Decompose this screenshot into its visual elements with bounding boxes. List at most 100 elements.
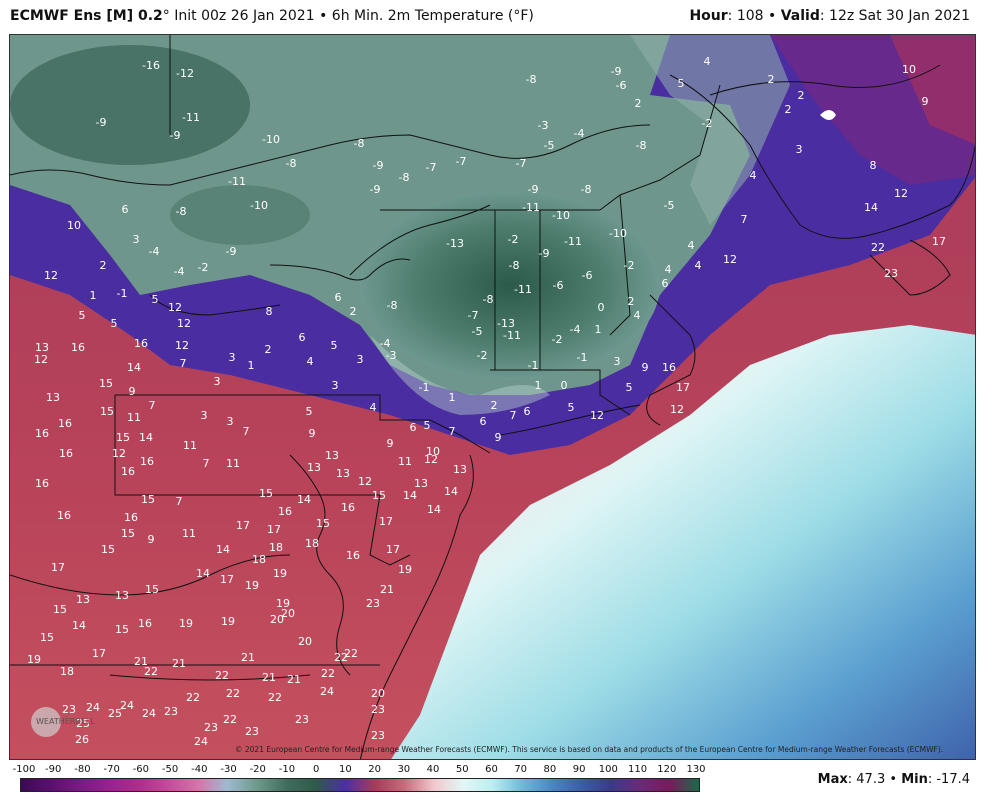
temp-label: 13 — [325, 449, 339, 462]
temp-label: 7 — [149, 399, 156, 412]
temp-label: 25 — [108, 707, 122, 720]
temp-label: 8 — [266, 305, 273, 318]
temp-label: -8 — [354, 137, 365, 150]
temp-label: -9 — [611, 65, 622, 78]
legend-tick: -30 — [220, 764, 237, 775]
temp-label: 22 — [186, 691, 200, 704]
temp-label: -6 — [616, 79, 627, 92]
weatherbell-logo: WEATHERBELL — [26, 700, 106, 740]
temp-label: 18 — [269, 541, 283, 554]
temp-label: 12 — [168, 301, 182, 314]
temp-label: 4 — [370, 401, 377, 414]
temp-label: -5 — [664, 199, 675, 212]
temp-label: -4 — [574, 127, 585, 140]
temp-label: 4 — [704, 55, 711, 68]
temp-label: 16 — [57, 509, 71, 522]
legend-tick: -20 — [249, 764, 266, 775]
temp-label: 6 — [524, 405, 531, 418]
temp-label: 3 — [357, 353, 364, 366]
legend-tick: 40 — [426, 764, 440, 775]
temp-label: 24 — [194, 735, 208, 748]
temp-label: 2 — [785, 103, 792, 116]
temp-label: 11 — [127, 411, 141, 424]
temp-label: 12 — [112, 447, 126, 460]
temp-label: 5 — [678, 77, 685, 90]
temp-label: 22 — [268, 691, 282, 704]
temp-label: 7 — [203, 457, 210, 470]
title-bullet-2: • — [768, 8, 777, 24]
temp-label: 16 — [138, 617, 152, 630]
model-name: ECMWF Ens [M] 0.2 — [10, 8, 163, 24]
temp-label: 6 — [662, 277, 669, 290]
temp-label: 23 — [371, 703, 385, 716]
temp-label: -5 — [544, 139, 555, 152]
temp-label: 16 — [58, 417, 72, 430]
temp-label: 17 — [92, 647, 106, 660]
temp-label: -8 — [509, 259, 520, 272]
temp-label: 6 — [122, 203, 129, 216]
temp-label: 23 — [204, 721, 218, 734]
temp-label: -11 — [514, 283, 532, 296]
temp-label: -8 — [286, 157, 297, 170]
temp-label: 10 — [902, 63, 916, 76]
temp-label: 16 — [124, 511, 138, 524]
temp-label: -4 — [149, 245, 160, 258]
temp-label: 15 — [121, 527, 135, 540]
temp-label: 16 — [121, 465, 135, 478]
temp-label: 19 — [245, 579, 259, 592]
temp-label: 15 — [259, 487, 273, 500]
temp-label: 15 — [40, 631, 54, 644]
temp-label: -11 — [182, 111, 200, 124]
temp-label: 17 — [51, 561, 65, 574]
temp-label: 9 — [922, 95, 929, 108]
temp-label: 17 — [236, 519, 250, 532]
valid-label: Valid — [780, 8, 820, 24]
temp-label: 14 — [427, 503, 441, 516]
temp-label: 18 — [60, 665, 74, 678]
temp-label: -9 — [226, 245, 237, 258]
temp-label: -3 — [386, 349, 397, 362]
temp-label: 12 — [175, 339, 189, 352]
temp-label: 23 — [164, 705, 178, 718]
temp-label: 3 — [332, 379, 339, 392]
hour-label: Hour — [689, 8, 728, 24]
temp-label: -6 — [582, 269, 593, 282]
temp-label: -10 — [552, 209, 570, 222]
temp-label: -2 — [508, 233, 519, 246]
temp-label: 14 — [444, 485, 458, 498]
legend-tick: -50 — [161, 764, 179, 775]
temp-label: -1 — [419, 381, 430, 394]
temp-label: 16 — [346, 549, 360, 562]
temp-label: 10 — [426, 445, 440, 458]
temp-label: 14 — [196, 567, 210, 580]
temp-label: 8 — [870, 159, 877, 172]
temp-label: 19 — [398, 563, 412, 576]
valid-value: : 12z Sat 30 Jan 2021 — [819, 8, 970, 24]
copyright-credit: © 2021 European Centre for Medium-range … — [235, 745, 944, 754]
legend-tick: -40 — [191, 764, 208, 775]
temp-label: 9 — [642, 361, 649, 374]
temp-label: 15 — [53, 603, 67, 616]
legend-color-bar — [20, 778, 700, 792]
temp-label: 23 — [366, 597, 380, 610]
temp-label: 15 — [100, 405, 114, 418]
temp-label: 11 — [183, 439, 197, 452]
legend-tick: -80 — [74, 764, 91, 775]
temp-label: 9 — [495, 431, 502, 444]
temp-label: 17 — [267, 523, 281, 536]
temp-label: 12 — [44, 269, 58, 282]
temp-label: 24 — [120, 699, 134, 712]
temp-label: -8 — [399, 171, 410, 184]
temp-label: 3 — [133, 233, 140, 246]
temp-label: 24 — [142, 707, 156, 720]
temp-label: 1 — [595, 323, 602, 336]
temp-label: 4 — [750, 169, 757, 182]
temp-label: 22 — [344, 647, 358, 660]
temp-label: -2 — [702, 117, 713, 130]
temp-label: -11 — [564, 235, 582, 248]
temp-label: -9 — [539, 247, 550, 260]
temp-label: 7 — [180, 357, 187, 370]
temp-label: 5 — [152, 293, 159, 306]
temp-label: 2 — [768, 73, 775, 86]
temp-label: 17 — [379, 515, 393, 528]
